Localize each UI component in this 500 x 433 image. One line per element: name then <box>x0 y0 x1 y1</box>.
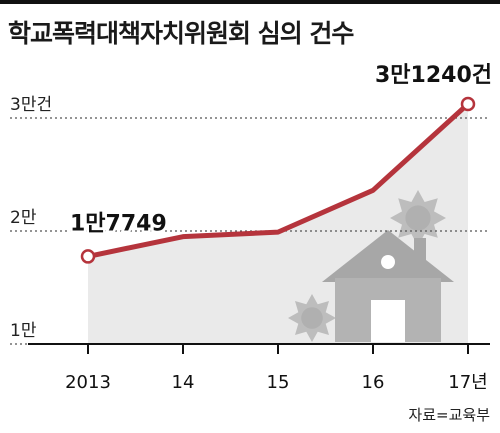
burst-icon <box>288 294 336 342</box>
house-illustration <box>288 190 454 342</box>
top-rule <box>0 0 500 4</box>
x-tick-label: 15 <box>267 372 290 393</box>
point-marker <box>80 249 96 264</box>
chart-title: 학교폭력대책자치위원회 심의 건수 <box>8 19 354 48</box>
data-label: 1만7749 <box>70 211 167 236</box>
y-tick-label: 1만 <box>10 321 37 341</box>
axis-layer: 2013 14 15 16 17년 <box>28 343 490 393</box>
house-window-round <box>381 255 395 269</box>
series-line <box>87 102 470 259</box>
series-layer <box>80 96 476 264</box>
burst-icon <box>390 190 446 246</box>
x-tick-label: 17년 <box>448 372 487 393</box>
label-layer: 1만7749 3만1240건 <box>68 60 495 238</box>
data-label: 3만1240건 <box>375 63 492 88</box>
x-tick-label: 2013 <box>65 372 111 393</box>
y-tick-label: 3만건 <box>10 95 52 115</box>
x-tick-label: 14 <box>172 372 195 393</box>
y-tick-label: 2만 <box>10 208 37 228</box>
house-chimney <box>414 238 426 264</box>
source-note: 자료=교육부 <box>408 406 490 424</box>
house-door <box>371 300 405 342</box>
x-tick-label: 16 <box>362 372 385 393</box>
point-marker <box>460 96 476 112</box>
